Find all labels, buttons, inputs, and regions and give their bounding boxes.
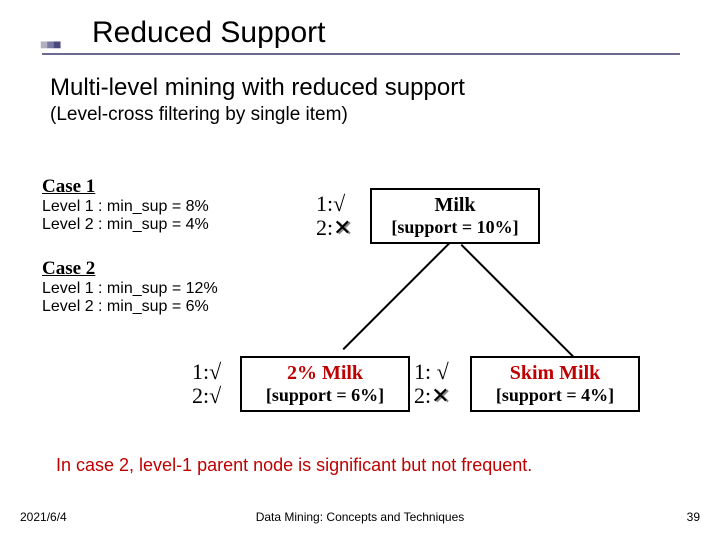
subtitle-paren: (Level-cross filtering by single item) bbox=[0, 102, 720, 126]
slide-title: Reduced Support bbox=[42, 16, 720, 50]
milk-name: Milk bbox=[380, 194, 530, 217]
case2-label: Case 2 bbox=[42, 258, 218, 280]
child1-support: [support = 6%] bbox=[250, 385, 400, 406]
case2-line2: Level 2 : min_sup = 6% bbox=[42, 298, 218, 316]
case1-line2: Level 2 : min_sup = 4% bbox=[42, 216, 209, 234]
child1-marks: 1:√ 2:√ bbox=[192, 360, 221, 408]
case2-block: Case 2 Level 1 : min_sup = 12% Level 2 :… bbox=[42, 258, 218, 316]
milk-support: [support = 10%] bbox=[380, 217, 530, 238]
cross-icon bbox=[333, 216, 351, 240]
case1-line1: Level 1 : min_sup = 8% bbox=[42, 198, 209, 216]
child2-mark2-prefix: 2: bbox=[414, 383, 431, 408]
child2-name: Skim Milk bbox=[480, 362, 630, 385]
edge-right bbox=[461, 244, 576, 359]
child1-name: 2% Milk bbox=[250, 362, 400, 385]
footer-center: Data Mining: Concepts and Techniques bbox=[0, 510, 720, 524]
case2-line1: Level 1 : min_sup = 12% bbox=[42, 280, 218, 298]
child1-mark1: 1:√ bbox=[192, 359, 221, 384]
child2-mark1: 1: √ bbox=[414, 359, 449, 384]
subtitle: Multi-level mining with reduced support bbox=[0, 54, 720, 102]
child2-box: Skim Milk [support = 4%] bbox=[470, 356, 640, 412]
title-underline bbox=[42, 53, 680, 55]
child1-box: 2% Milk [support = 6%] bbox=[240, 356, 410, 412]
child1-mark2: 2:√ bbox=[192, 383, 221, 408]
edge-left bbox=[343, 243, 450, 350]
milk-mark1: 1:√ bbox=[316, 191, 345, 216]
cross-icon bbox=[431, 384, 449, 408]
case1-label: Case 1 bbox=[42, 176, 209, 198]
case1-block: Case 1 Level 1 : min_sup = 8% Level 2 : … bbox=[42, 176, 209, 234]
footer-page: 39 bbox=[687, 510, 700, 524]
title-accent-squares: ■■■ bbox=[40, 36, 59, 52]
child2-marks: 1: √ 2: bbox=[414, 360, 450, 408]
title-bar: ■■■ Reduced Support bbox=[0, 0, 720, 54]
milk-box: Milk [support = 10%] bbox=[370, 188, 540, 244]
milk-mark2-prefix: 2: bbox=[316, 215, 333, 240]
conclusion-text: In case 2, level-1 parent node is signif… bbox=[56, 455, 532, 476]
child2-support: [support = 4%] bbox=[480, 385, 630, 406]
milk-marks: 1:√ 2: bbox=[316, 192, 352, 240]
